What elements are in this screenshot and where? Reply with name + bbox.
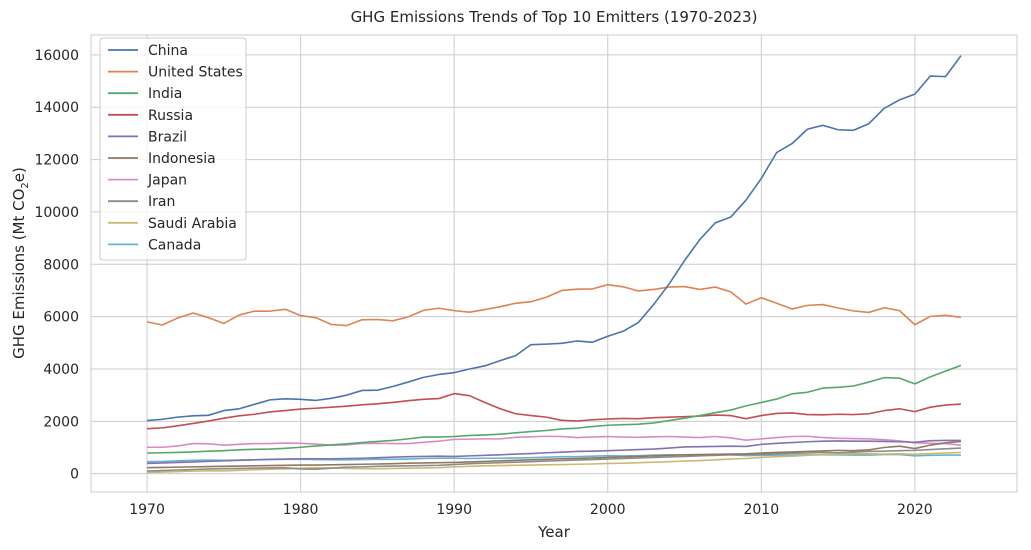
series-line-china <box>146 55 962 422</box>
chart-title: GHG Emissions Trends of Top 10 Emitters … <box>351 8 758 26</box>
y-tick-label: 12000 <box>34 153 79 169</box>
y-tick-label: 2000 <box>43 414 79 430</box>
y-tick-label: 16000 <box>34 48 79 64</box>
x-tick-label: 2020 <box>897 502 933 518</box>
legend-label: Brazil <box>148 129 187 145</box>
y-tick-label: 8000 <box>43 257 79 273</box>
series-line-indonesia <box>147 440 962 469</box>
series-line-russia <box>147 392 962 430</box>
y-tick-label: 0 <box>70 467 79 483</box>
legend-label: India <box>148 86 182 102</box>
series-line-iran <box>147 447 961 472</box>
legend-label: Indonesia <box>148 151 216 167</box>
x-tick-label: 1980 <box>283 502 319 518</box>
y-axis-title: GHG Emissions (Mt CO2e) <box>10 167 31 359</box>
legend-label: Russia <box>148 108 193 124</box>
series-line-saudi-arabia <box>147 451 961 474</box>
y-tick-label: 10000 <box>34 205 79 221</box>
x-tick-label: 2010 <box>743 502 779 518</box>
legend-label: Canada <box>148 237 201 253</box>
series-lines <box>146 55 962 474</box>
legend-label: United States <box>148 65 243 81</box>
y-tick-label: 14000 <box>34 100 79 116</box>
legend-label: Iran <box>148 194 175 210</box>
y-tick-labels: 0 2000 4000 6000 8000 10000 12000 14000 16000 <box>34 48 79 483</box>
legend-label: Japan <box>147 173 187 189</box>
x-tick-label: 1990 <box>436 502 472 518</box>
series-line-united-states <box>146 283 962 327</box>
series-line-japan <box>147 435 962 449</box>
x-tick-label: 2000 <box>590 502 626 518</box>
x-tick-label: 1970 <box>129 502 165 518</box>
legend: China United States India Russia Brazil Indon… <box>99 37 247 261</box>
x-tick-labels: 1970 1980 1990 2000 2010 2020 <box>129 502 932 518</box>
legend-label: Saudi Arabia <box>148 216 237 232</box>
legend-label: China <box>148 43 188 59</box>
y-tick-label: 4000 <box>43 362 79 378</box>
x-axis-title: Year <box>537 523 571 541</box>
y-tick-label: 6000 <box>43 310 79 326</box>
series-line-india <box>147 364 962 454</box>
series-line-brazil <box>147 439 961 465</box>
